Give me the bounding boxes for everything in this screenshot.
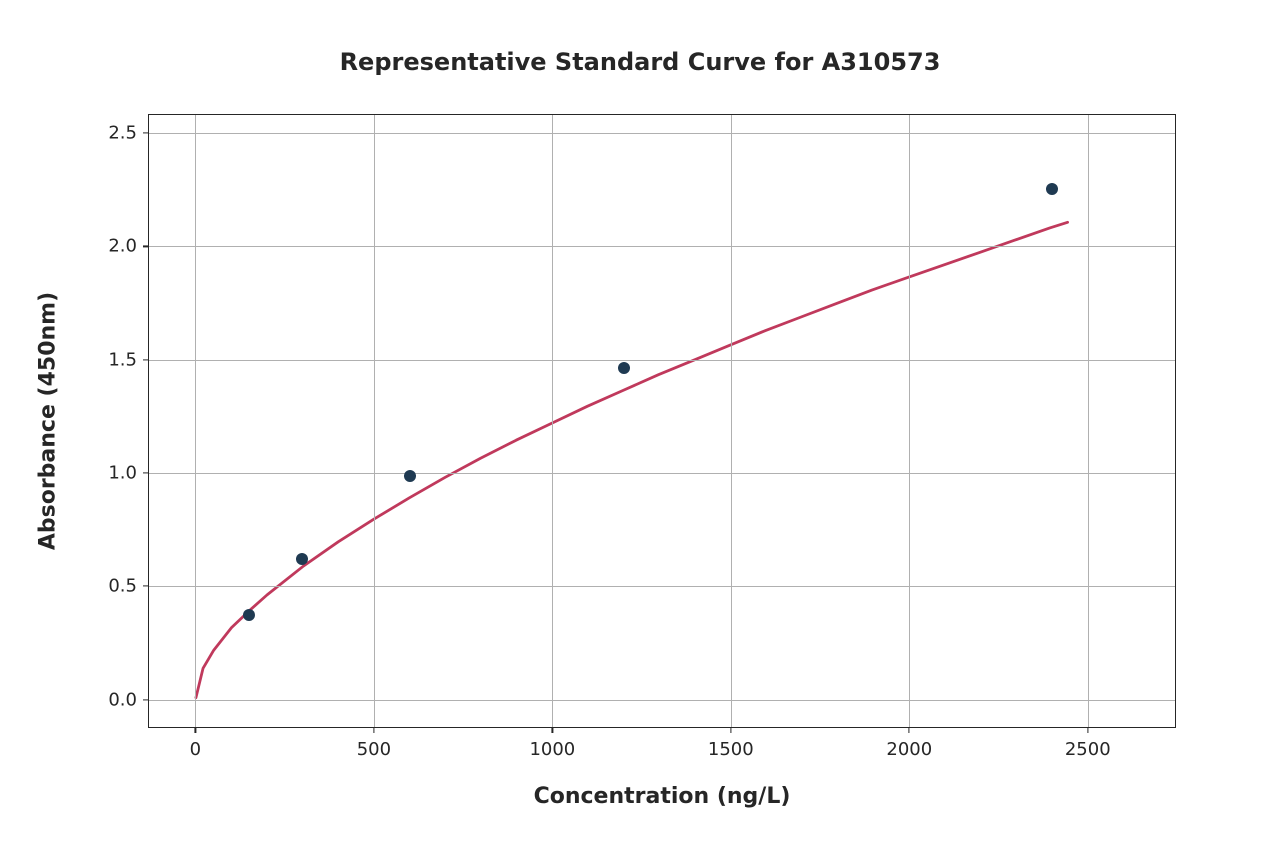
grid-line-vertical [374, 115, 375, 727]
data-point [404, 470, 416, 482]
data-point [296, 553, 308, 565]
x-tick-mark [1087, 727, 1088, 733]
plot-area: 050010001500200025000.00.51.01.52.02.5 [148, 114, 1176, 728]
x-tick-label: 2000 [886, 739, 932, 760]
grid-line-vertical [195, 115, 196, 727]
grid-line-vertical [731, 115, 732, 727]
data-point [243, 609, 255, 621]
grid-line-horizontal [149, 700, 1175, 701]
x-tick-label: 1500 [708, 739, 754, 760]
y-tick-label: 2.5 [108, 123, 149, 144]
chart-title: Representative Standard Curve for A31057… [0, 48, 1280, 76]
y-tick-label: 1.0 [108, 462, 149, 483]
y-tick-label: 0.5 [108, 576, 149, 597]
grid-line-horizontal [149, 360, 1175, 361]
y-tick-label: 0.0 [108, 689, 149, 710]
grid-line-vertical [552, 115, 553, 727]
data-point [618, 362, 630, 374]
x-tick-mark [373, 727, 374, 733]
grid-line-horizontal [149, 586, 1175, 587]
grid-line-vertical [909, 115, 910, 727]
standard-curve-line [149, 115, 1175, 727]
grid-line-vertical [1088, 115, 1089, 727]
x-tick-mark [195, 727, 196, 733]
x-tick-mark [552, 727, 553, 733]
y-tick-label: 1.5 [108, 349, 149, 370]
x-axis-label: Concentration (ng/L) [534, 784, 791, 809]
grid-line-horizontal [149, 133, 1175, 134]
data-point [1046, 183, 1058, 195]
x-tick-mark [730, 727, 731, 733]
y-axis-label: Absorbance (450nm) [36, 292, 61, 550]
grid-line-horizontal [149, 473, 1175, 474]
grid-line-horizontal [149, 246, 1175, 247]
y-tick-label: 2.0 [108, 236, 149, 257]
x-tick-label: 2500 [1065, 739, 1111, 760]
x-tick-label: 1000 [529, 739, 575, 760]
x-tick-mark [909, 727, 910, 733]
chart-container: Representative Standard Curve for A31057… [0, 0, 1280, 845]
x-tick-label: 0 [190, 739, 201, 760]
x-tick-label: 500 [357, 739, 391, 760]
